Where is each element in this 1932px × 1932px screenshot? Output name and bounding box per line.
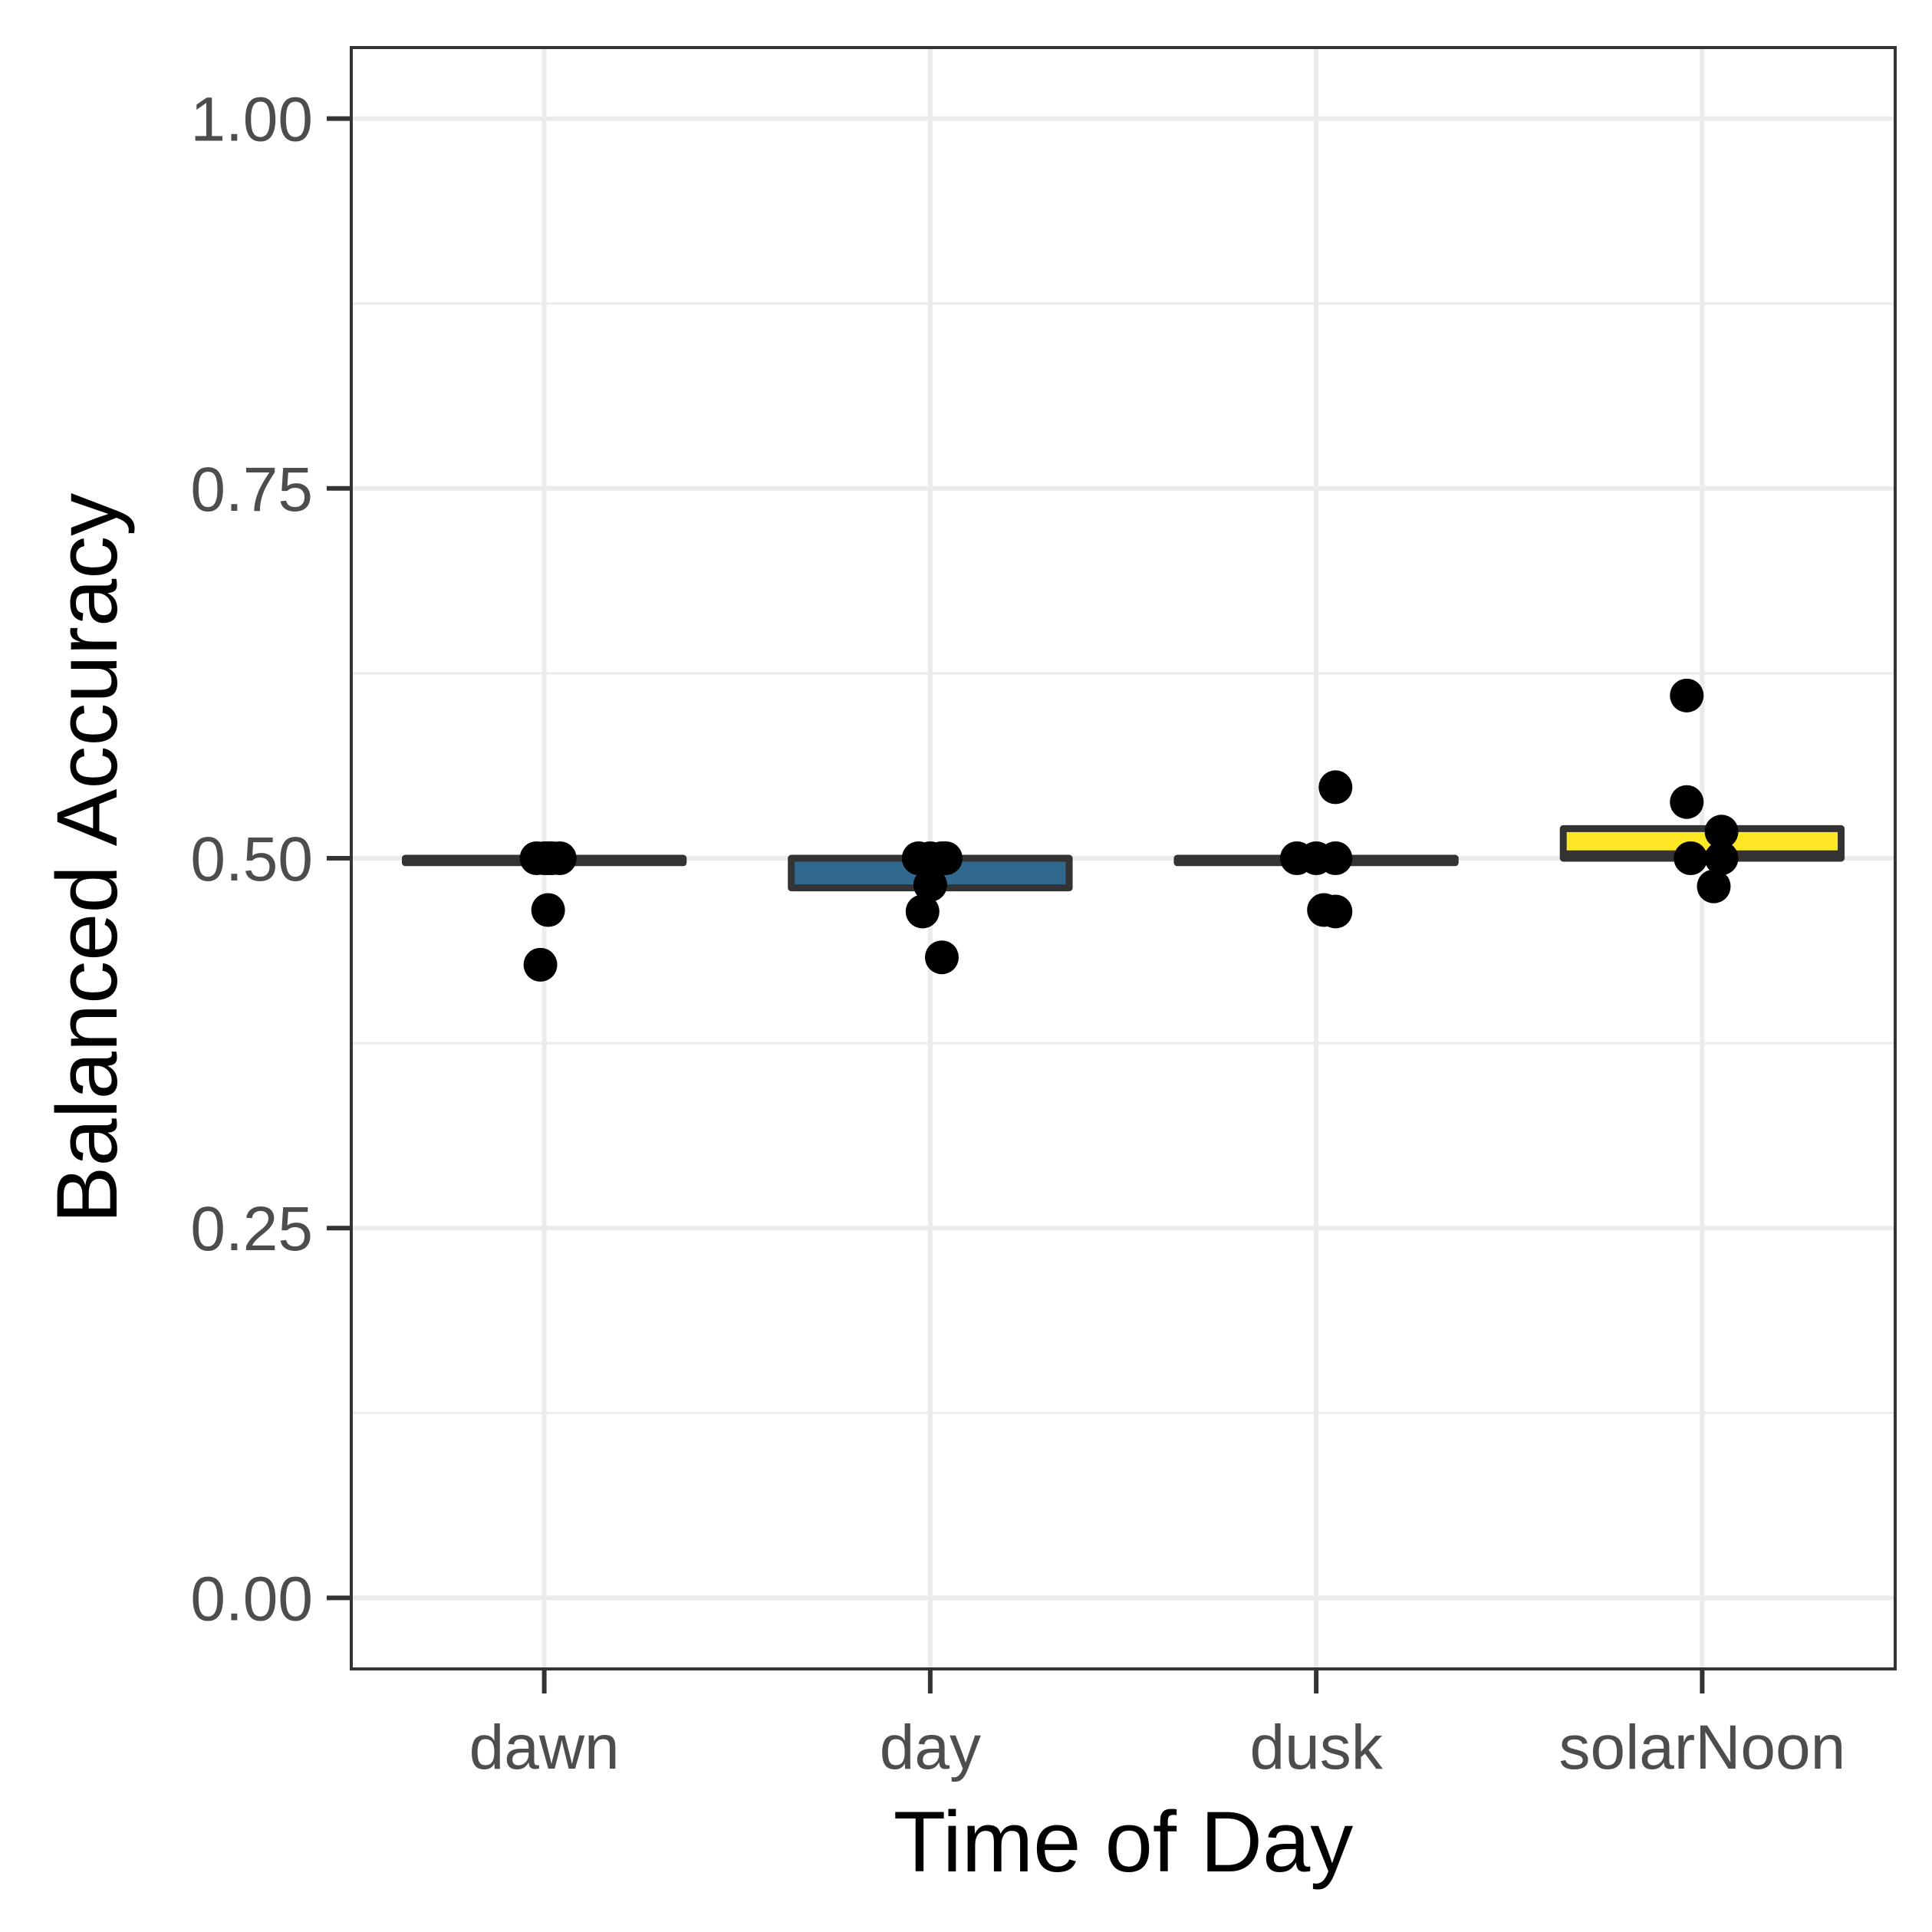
data-point-dawn bbox=[531, 893, 565, 927]
data-point-day bbox=[913, 867, 947, 902]
data-point-dusk bbox=[1318, 841, 1353, 875]
data-point-solarNoon bbox=[1670, 678, 1704, 713]
data-point-day bbox=[924, 940, 959, 975]
x-axis-title: Time of Day bbox=[894, 1794, 1354, 1890]
data-point-dawn bbox=[523, 947, 558, 982]
x-tick-label-day: day bbox=[880, 1713, 981, 1782]
y-tick-label: 0.75 bbox=[190, 455, 313, 525]
data-point-solarNoon bbox=[1704, 841, 1739, 875]
x-tick-label-dusk: dusk bbox=[1250, 1713, 1384, 1782]
y-tick-label: 0.25 bbox=[190, 1194, 313, 1264]
data-point-dawn bbox=[531, 841, 565, 875]
y-axis-title: Balanced Accuracy bbox=[39, 493, 135, 1224]
x-tick-label-solarNoon: solarNoon bbox=[1558, 1713, 1845, 1782]
data-point-day bbox=[905, 894, 940, 929]
data-points bbox=[519, 678, 1739, 982]
y-tick-label: 1.00 bbox=[190, 85, 313, 155]
data-point-solarNoon bbox=[1670, 785, 1704, 819]
data-point-solarNoon bbox=[1697, 869, 1731, 903]
data-point-dusk bbox=[1318, 894, 1353, 929]
data-point-solarNoon bbox=[1704, 815, 1739, 849]
data-point-day bbox=[929, 841, 963, 875]
y-tick-label: 0.50 bbox=[190, 824, 313, 894]
data-point-dusk bbox=[1318, 770, 1353, 805]
axis-ticks: 0.00 0.25 0.50 0.75 1.00 dawn day dusk solarNoon bbox=[190, 85, 1845, 1782]
x-tick-label-dawn: dawn bbox=[469, 1713, 620, 1782]
y-tick-label: 0.00 bbox=[190, 1564, 313, 1634]
data-point-solarNoon bbox=[1674, 841, 1708, 875]
